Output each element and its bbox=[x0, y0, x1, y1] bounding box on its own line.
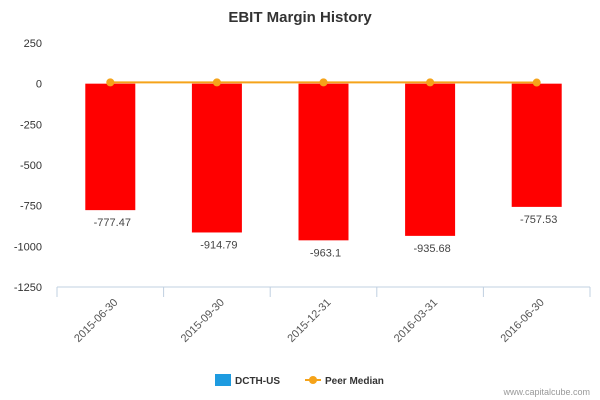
peer-median-point[interactable] bbox=[319, 78, 328, 87]
y-tick-label: -1250 bbox=[14, 282, 42, 294]
x-tick-label: 2016-03-31 bbox=[392, 297, 440, 345]
y-tick-label: 0 bbox=[36, 79, 42, 91]
data-labels: -777.47 -914.79 -963.1 -935.68 -757.53 bbox=[94, 214, 558, 259]
y-tick-label: -500 bbox=[20, 160, 42, 172]
bar[interactable] bbox=[405, 83, 456, 236]
peer-median-point[interactable] bbox=[212, 78, 221, 87]
y-tick-label: -750 bbox=[20, 201, 42, 213]
chart-title: EBIT Margin History bbox=[228, 9, 372, 26]
peer-median-point[interactable] bbox=[426, 78, 435, 87]
x-tick-label: 2015-09-30 bbox=[179, 297, 227, 345]
x-tick-label: 2015-06-30 bbox=[72, 297, 120, 345]
bar[interactable] bbox=[85, 83, 136, 211]
data-label: -935.68 bbox=[413, 243, 450, 255]
bar-series bbox=[85, 83, 562, 241]
legend-marker-peer-median[interactable] bbox=[309, 376, 317, 384]
bar[interactable] bbox=[511, 83, 562, 207]
y-tick-label: 250 bbox=[24, 38, 42, 50]
peer-median-point[interactable] bbox=[106, 78, 115, 87]
legend-label-dcth-us[interactable]: DCTH-US bbox=[235, 376, 280, 387]
y-axis: 250 0 -250 -500 -750 -1000 -1250 bbox=[14, 38, 42, 294]
x-axis: 2015-06-30 2015-09-30 2015-12-31 2016-03-31… bbox=[56, 286, 591, 345]
credit-text: www.capitalcube.com bbox=[502, 387, 590, 397]
legend-label-peer-median[interactable]: Peer Median bbox=[325, 376, 384, 387]
legend: DCTH-US Peer Median bbox=[215, 374, 384, 387]
data-label: -777.47 bbox=[94, 217, 131, 229]
x-tick-label: 2016-06-30 bbox=[499, 297, 547, 345]
y-tick-label: -1000 bbox=[14, 241, 42, 253]
legend-swatch-dcth-us[interactable] bbox=[215, 374, 231, 386]
peer-median-point[interactable] bbox=[532, 78, 541, 87]
x-tick-label: 2015-12-31 bbox=[285, 297, 333, 345]
bar[interactable] bbox=[298, 83, 349, 241]
data-label: -963.1 bbox=[310, 247, 341, 259]
y-tick-label: -250 bbox=[20, 119, 42, 131]
peer-median-series bbox=[106, 78, 541, 87]
data-label: -914.79 bbox=[200, 239, 237, 251]
data-label: -757.53 bbox=[520, 214, 557, 226]
bar[interactable] bbox=[191, 83, 242, 233]
